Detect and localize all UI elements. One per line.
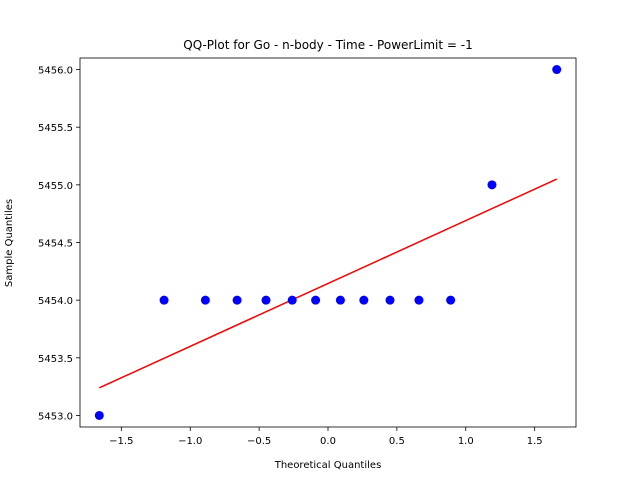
x-tick-label: 1.0 [458, 436, 474, 447]
x-tick-label: 0.5 [389, 436, 405, 447]
data-point [487, 180, 497, 190]
y-tick-label: 5455.5 [38, 123, 73, 134]
x-tick-label: 1.5 [527, 436, 543, 447]
data-point [232, 295, 242, 305]
series-layer [94, 65, 562, 420]
data-point [94, 410, 104, 420]
data-point [414, 295, 424, 305]
y-tick-label: 5455.0 [38, 181, 73, 192]
x-axis-label: Theoretical Quantiles [274, 460, 382, 471]
y-axis-label: Sample Quantiles [4, 199, 15, 287]
data-point [159, 295, 169, 305]
x-axis-ticks: −1.5 −1.0 −0.5 0.0 0.5 1.0 1.5 [109, 427, 543, 447]
chart-title: QQ-Plot for Go - n-body - Time - PowerLi… [183, 38, 472, 52]
x-tick-label: −1.0 [178, 436, 202, 447]
x-tick-label: −1.5 [109, 436, 133, 447]
y-axis-ticks: 5453.0 5453.5 5454.0 5454.5 5455.0 5455.5 5456… [38, 66, 80, 422]
data-point [359, 295, 369, 305]
data-point [200, 295, 210, 305]
x-tick-label: −0.5 [247, 436, 271, 447]
x-tick-label: 0.0 [320, 436, 336, 447]
y-tick-label: 5454.0 [38, 296, 73, 307]
y-tick-label: 5454.5 [38, 239, 73, 250]
axes-frame [79, 57, 577, 428]
data-point [261, 295, 271, 305]
data-point [446, 295, 456, 305]
y-tick-label: 5453.5 [38, 354, 73, 365]
data-point [552, 65, 562, 75]
y-tick-label: 5453.0 [38, 411, 73, 422]
data-point [385, 295, 395, 305]
fit-line [98, 178, 558, 389]
data-point [311, 295, 321, 305]
y-tick-label: 5456.0 [38, 66, 73, 77]
data-point [287, 295, 297, 305]
data-point [335, 295, 345, 305]
